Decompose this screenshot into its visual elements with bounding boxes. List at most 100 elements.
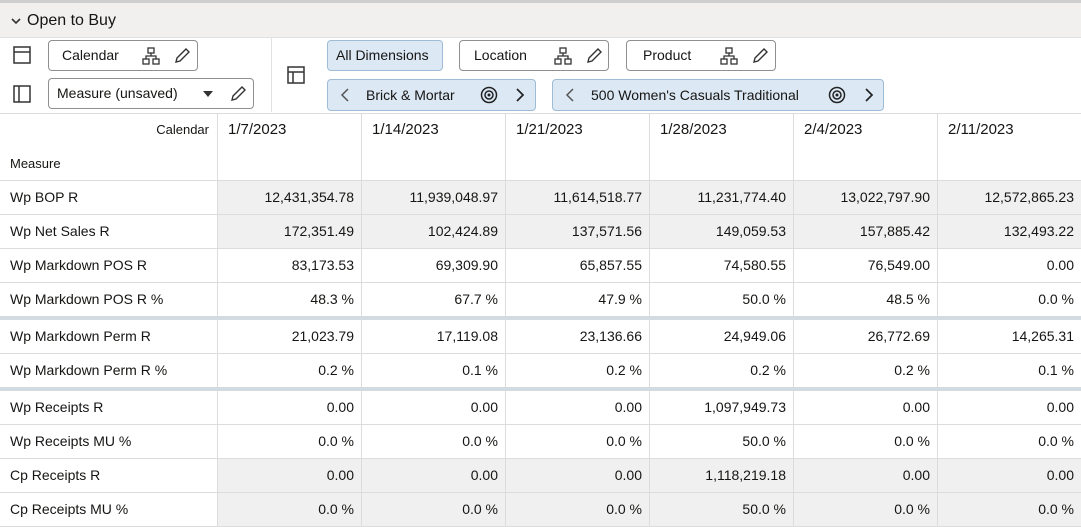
value-cell[interactable]: 74,580.55 bbox=[650, 249, 794, 283]
value-cell[interactable]: 0.0 % bbox=[938, 425, 1081, 459]
prev-icon[interactable] bbox=[340, 88, 350, 102]
value-cell[interactable]: 0.0 % bbox=[506, 425, 650, 459]
column-header[interactable]: 1/28/2023 bbox=[650, 114, 794, 181]
value-cell[interactable]: 0.0 % bbox=[218, 493, 362, 527]
value-cell[interactable]: 0.0 % bbox=[938, 493, 1081, 527]
edit-icon[interactable] bbox=[585, 47, 603, 65]
row-label[interactable]: Wp Markdown POS R % bbox=[0, 283, 218, 317]
column-header[interactable]: 1/21/2023 bbox=[506, 114, 650, 181]
value-cell[interactable]: 1,118,219.18 bbox=[650, 459, 794, 493]
value-cell[interactable]: 0.0 % bbox=[794, 425, 938, 459]
value-cell[interactable]: 0.00 bbox=[938, 391, 1081, 425]
edit-icon[interactable] bbox=[229, 85, 247, 103]
value-cell[interactable]: 11,614,518.77 bbox=[506, 181, 650, 215]
value-cell[interactable]: 14,265.31 bbox=[938, 320, 1081, 354]
value-cell[interactable]: 76,549.00 bbox=[794, 249, 938, 283]
value-cell[interactable]: 83,173.53 bbox=[218, 249, 362, 283]
row-label[interactable]: Wp Markdown Perm R % bbox=[0, 354, 218, 388]
value-cell[interactable]: 12,431,354.78 bbox=[218, 181, 362, 215]
value-cell[interactable]: 0.0 % bbox=[506, 493, 650, 527]
location-button[interactable]: Location bbox=[459, 40, 609, 71]
value-cell[interactable]: 69,309.90 bbox=[362, 249, 506, 283]
value-cell[interactable]: 0.2 % bbox=[506, 354, 650, 388]
value-cell[interactable]: 1,097,949.73 bbox=[650, 391, 794, 425]
value-cell[interactable]: 0.00 bbox=[218, 391, 362, 425]
value-cell[interactable]: 149,059.53 bbox=[650, 215, 794, 249]
value-cell[interactable]: 24,949.06 bbox=[650, 320, 794, 354]
value-cell[interactable]: 67.7 % bbox=[362, 283, 506, 317]
layout-icon[interactable] bbox=[13, 46, 31, 64]
row-label[interactable]: Wp Markdown Perm R bbox=[0, 320, 218, 354]
value-cell[interactable]: 172,351.49 bbox=[218, 215, 362, 249]
row-label[interactable]: Cp Receipts MU % bbox=[0, 493, 218, 527]
value-cell[interactable]: 102,424.89 bbox=[362, 215, 506, 249]
row-label[interactable]: Wp Markdown POS R bbox=[0, 249, 218, 283]
breadcrumb-label: Brick & Mortar bbox=[366, 87, 455, 103]
value-cell[interactable]: 0.00 bbox=[794, 391, 938, 425]
row-label[interactable]: Wp Receipts R bbox=[0, 391, 218, 425]
value-cell[interactable]: 0.00 bbox=[362, 391, 506, 425]
next-icon[interactable] bbox=[864, 88, 874, 102]
value-cell[interactable]: 0.0 % bbox=[794, 493, 938, 527]
value-cell[interactable]: 50.0 % bbox=[650, 425, 794, 459]
edit-icon[interactable] bbox=[751, 47, 769, 65]
product-button[interactable]: Product bbox=[626, 40, 776, 71]
all-dimensions-button[interactable]: All Dimensions bbox=[327, 40, 443, 71]
value-cell[interactable]: 21,023.79 bbox=[218, 320, 362, 354]
value-cell[interactable]: 48.3 % bbox=[218, 283, 362, 317]
value-cell[interactable]: 23,136.66 bbox=[506, 320, 650, 354]
value-cell[interactable]: 0.00 bbox=[362, 459, 506, 493]
value-cell[interactable]: 11,231,774.40 bbox=[650, 181, 794, 215]
value-cell[interactable]: 157,885.42 bbox=[794, 215, 938, 249]
panel-title: Open to Buy bbox=[27, 12, 116, 29]
value-cell[interactable]: 17,119.08 bbox=[362, 320, 506, 354]
value-cell[interactable]: 11,939,048.97 bbox=[362, 181, 506, 215]
value-cell[interactable]: 0.2 % bbox=[218, 354, 362, 388]
prev-icon[interactable] bbox=[565, 88, 575, 102]
pivot-icon[interactable] bbox=[287, 66, 305, 84]
focus-icon[interactable] bbox=[480, 86, 498, 104]
value-cell[interactable]: 0.2 % bbox=[650, 354, 794, 388]
value-cell[interactable]: 12,572,865.23 bbox=[938, 181, 1081, 215]
value-cell[interactable]: 132,493.22 bbox=[938, 215, 1081, 249]
next-icon[interactable] bbox=[515, 88, 525, 102]
hierarchy-icon bbox=[142, 47, 160, 65]
value-cell[interactable]: 0.00 bbox=[794, 459, 938, 493]
focus-icon[interactable] bbox=[828, 86, 846, 104]
value-cell[interactable]: 0.0 % bbox=[218, 425, 362, 459]
value-cell[interactable]: 0.00 bbox=[938, 249, 1081, 283]
value-cell[interactable]: 0.00 bbox=[506, 391, 650, 425]
measure-select[interactable]: Measure (unsaved) bbox=[48, 78, 254, 109]
value-cell[interactable]: 0.1 % bbox=[362, 354, 506, 388]
value-cell[interactable]: 0.2 % bbox=[794, 354, 938, 388]
value-cell[interactable]: 48.5 % bbox=[794, 283, 938, 317]
calendar-button[interactable]: Calendar bbox=[48, 40, 198, 71]
column-header[interactable]: 1/14/2023 bbox=[362, 114, 506, 181]
breadcrumb[interactable]: 500 Women's Casuals Traditional bbox=[552, 79, 884, 111]
value-cell[interactable]: 137,571.56 bbox=[506, 215, 650, 249]
value-cell[interactable]: 0.1 % bbox=[938, 354, 1081, 388]
breadcrumb[interactable]: Brick & Mortar bbox=[327, 79, 536, 111]
value-cell[interactable]: 0.00 bbox=[218, 459, 362, 493]
value-cell[interactable]: 50.0 % bbox=[650, 493, 794, 527]
value-cell[interactable]: 47.9 % bbox=[506, 283, 650, 317]
value-cell[interactable]: 0.0 % bbox=[362, 493, 506, 527]
value-cell[interactable]: 65,857.55 bbox=[506, 249, 650, 283]
value-cell[interactable]: 13,022,797.90 bbox=[794, 181, 938, 215]
layout-icon[interactable] bbox=[13, 85, 31, 103]
row-label[interactable]: Cp Receipts R bbox=[0, 459, 218, 493]
value-cell[interactable]: 26,772.69 bbox=[794, 320, 938, 354]
value-cell[interactable]: 50.0 % bbox=[650, 283, 794, 317]
column-header[interactable]: 2/4/2023 bbox=[794, 114, 938, 181]
value-cell[interactable]: 0.00 bbox=[506, 459, 650, 493]
edit-icon[interactable] bbox=[173, 47, 191, 65]
value-cell[interactable]: 0.0 % bbox=[362, 425, 506, 459]
row-label[interactable]: Wp Net Sales R bbox=[0, 215, 218, 249]
row-label[interactable]: Wp BOP R bbox=[0, 181, 218, 215]
row-label[interactable]: Wp Receipts MU % bbox=[0, 425, 218, 459]
column-header[interactable]: 1/7/2023 bbox=[218, 114, 362, 181]
value-cell[interactable]: 0.00 bbox=[938, 459, 1081, 493]
column-header[interactable]: 2/11/2023 bbox=[938, 114, 1081, 181]
value-cell[interactable]: 0.0 % bbox=[938, 283, 1081, 317]
collapse-icon[interactable] bbox=[10, 15, 22, 27]
